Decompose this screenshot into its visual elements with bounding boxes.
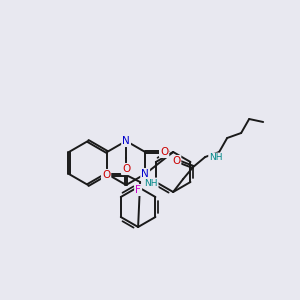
Text: O: O bbox=[102, 170, 110, 180]
Text: NH: NH bbox=[144, 178, 158, 188]
Text: O: O bbox=[172, 156, 180, 166]
Text: O: O bbox=[122, 164, 130, 174]
Text: NH: NH bbox=[209, 154, 223, 163]
Text: F: F bbox=[135, 185, 141, 195]
Text: N: N bbox=[122, 136, 130, 146]
Text: N: N bbox=[141, 169, 149, 179]
Text: O: O bbox=[160, 147, 168, 157]
